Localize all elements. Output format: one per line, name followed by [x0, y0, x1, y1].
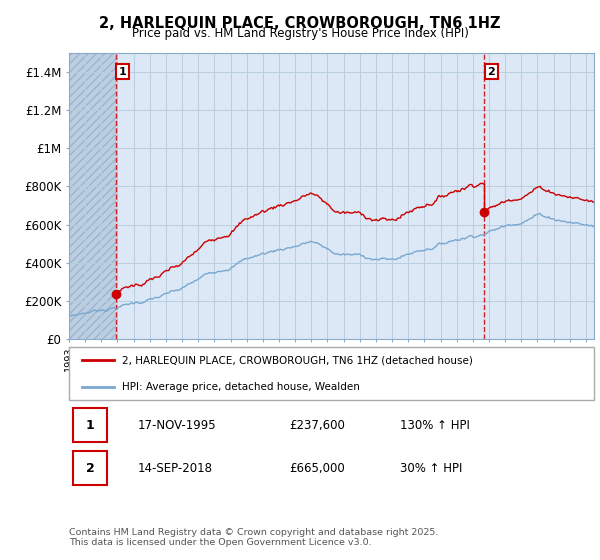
Text: Contains HM Land Registry data © Crown copyright and database right 2025.
This d: Contains HM Land Registry data © Crown c…: [69, 528, 439, 547]
Bar: [69, 53, 116, 339]
Text: £237,600: £237,600: [290, 418, 346, 432]
Text: 2: 2: [488, 67, 495, 77]
Text: 30% ↑ HPI: 30% ↑ HPI: [400, 461, 462, 475]
FancyBboxPatch shape: [69, 347, 594, 400]
Text: 14-SEP-2018: 14-SEP-2018: [137, 461, 212, 475]
FancyBboxPatch shape: [73, 451, 107, 485]
Text: 1: 1: [86, 418, 94, 432]
Text: 1: 1: [119, 67, 127, 77]
FancyBboxPatch shape: [73, 408, 107, 442]
Text: 2, HARLEQUIN PLACE, CROWBOROUGH, TN6 1HZ (detached house): 2, HARLEQUIN PLACE, CROWBOROUGH, TN6 1HZ…: [121, 356, 472, 366]
Text: 2: 2: [86, 461, 94, 475]
Text: 17-NOV-1995: 17-NOV-1995: [137, 418, 216, 432]
Text: £665,000: £665,000: [290, 461, 345, 475]
Text: HPI: Average price, detached house, Wealden: HPI: Average price, detached house, Weal…: [121, 382, 359, 392]
Text: 2, HARLEQUIN PLACE, CROWBOROUGH, TN6 1HZ: 2, HARLEQUIN PLACE, CROWBOROUGH, TN6 1HZ: [99, 16, 501, 31]
Text: Price paid vs. HM Land Registry's House Price Index (HPI): Price paid vs. HM Land Registry's House …: [131, 27, 469, 40]
Text: 130% ↑ HPI: 130% ↑ HPI: [400, 418, 470, 432]
